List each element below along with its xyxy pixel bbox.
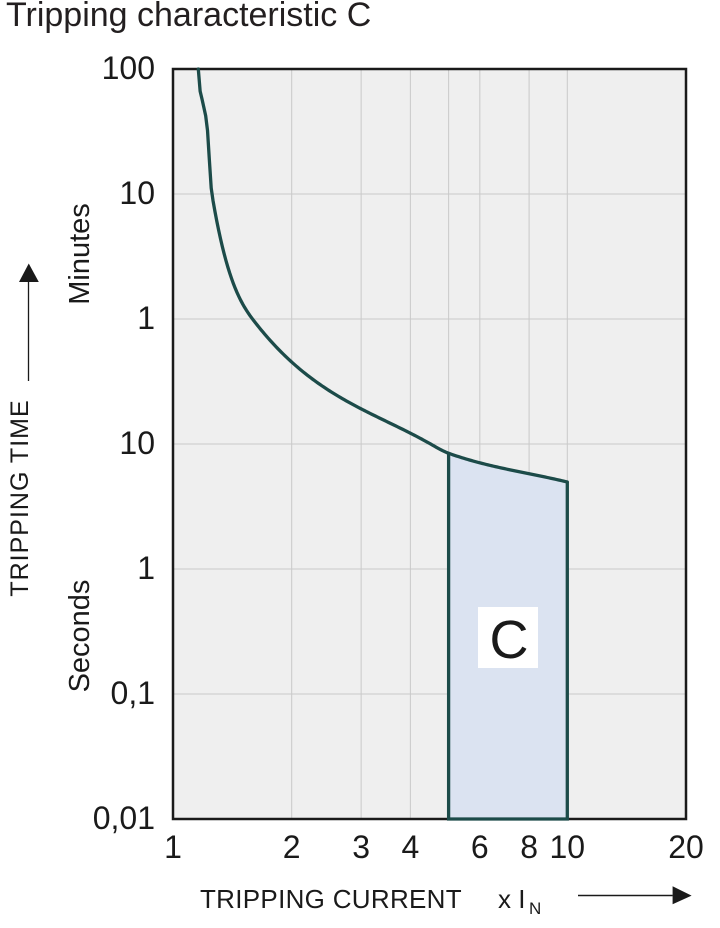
svg-text:Minutes: Minutes [64, 203, 96, 305]
svg-text:10: 10 [119, 425, 155, 461]
svg-text:2: 2 [283, 829, 301, 865]
svg-text:x I: x I [498, 884, 525, 914]
svg-text:0,1: 0,1 [111, 675, 155, 711]
svg-text:TRIPPING CURRENT: TRIPPING CURRENT [200, 884, 462, 914]
svg-text:TRIPPING TIME: TRIPPING TIME [6, 399, 34, 596]
svg-text:10: 10 [550, 829, 586, 865]
svg-text:C: C [490, 610, 529, 670]
svg-text:20: 20 [668, 829, 704, 865]
svg-text:10: 10 [119, 175, 155, 211]
svg-text:1: 1 [164, 829, 182, 865]
svg-text:8: 8 [520, 829, 538, 865]
svg-text:Seconds: Seconds [64, 580, 96, 693]
svg-text:1: 1 [137, 300, 155, 336]
svg-text:0,01: 0,01 [93, 800, 155, 836]
svg-text:4: 4 [401, 829, 419, 865]
svg-text:3: 3 [352, 829, 370, 865]
svg-text:N: N [529, 899, 541, 918]
svg-text:100: 100 [102, 50, 155, 86]
svg-text:6: 6 [471, 829, 489, 865]
svg-text:1: 1 [137, 550, 155, 586]
